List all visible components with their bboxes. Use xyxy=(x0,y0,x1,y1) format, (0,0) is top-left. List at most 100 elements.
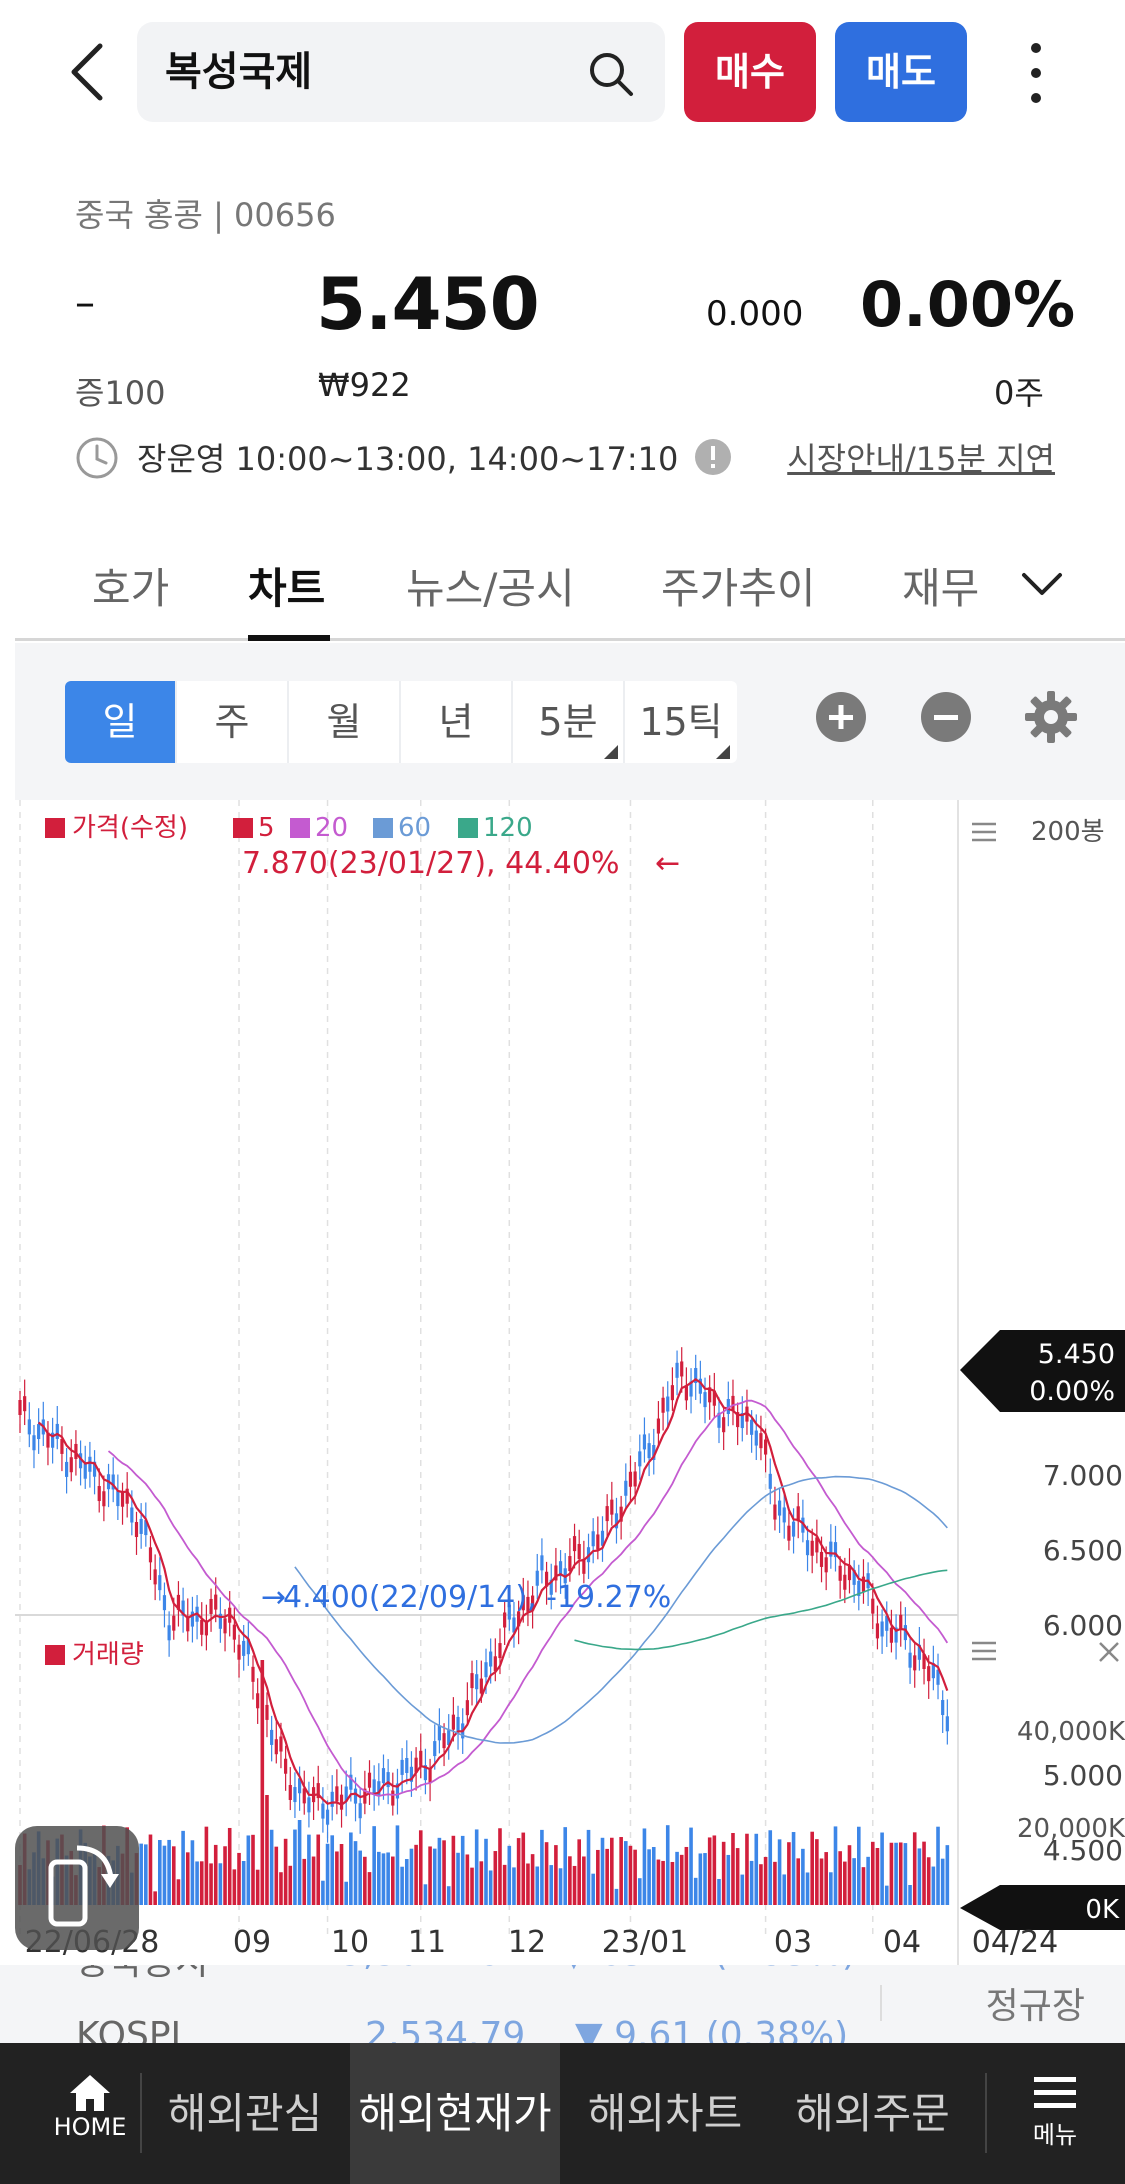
market-hours-row: 장운영 10:00~13:00, 14:00~17:10 시장안내/15분 지연 xyxy=(75,432,1055,482)
legend-ma120: 120 xyxy=(483,813,533,843)
x-axis-label: 11 xyxy=(408,1925,446,1960)
bar-count[interactable]: 200봉 xyxy=(1031,817,1105,847)
rotate-screen-button[interactable] xyxy=(15,1826,139,1950)
bottom-nav: HOME 해외관심 해외현재가 해외차트 해외주문 메뉴 xyxy=(0,2043,1125,2184)
tab-chart[interactable]: 차트 xyxy=(248,564,326,613)
ticker-row1-name: 중국증시 xyxy=(76,1965,208,1985)
ticker-divider xyxy=(880,1985,882,2021)
chart-toolbar: 일 주 월 년 5분 15틱 xyxy=(15,643,1125,800)
x-axis-label: 10 xyxy=(331,1925,369,1960)
trend-indicator: – xyxy=(75,280,95,326)
sell-button[interactable]: 매도 xyxy=(835,22,967,122)
back-button[interactable] xyxy=(62,40,114,104)
hamburger-icon xyxy=(1034,2077,1076,2108)
nav-menu[interactable]: 메뉴 xyxy=(1010,2073,1100,2150)
x-axis-label: 12 xyxy=(508,1925,546,1960)
y-axis-tick: 6.000 xyxy=(1043,1609,1123,1642)
period-month[interactable]: 월 xyxy=(289,681,401,763)
tab-price-trend[interactable]: 주가추이 xyxy=(661,564,816,613)
nav-overseas-watchlist[interactable]: 해외관심 xyxy=(167,2089,323,2138)
period-day[interactable]: 일 xyxy=(65,681,177,763)
gear-icon[interactable] xyxy=(1023,689,1079,745)
rotate-screen-icon xyxy=(48,1845,119,1927)
ticker-row1-change: ▼ 65.77 (1.95%) xyxy=(560,1965,856,1974)
buy-button[interactable]: 매수 xyxy=(684,22,816,122)
x-axis-label: 23/01 xyxy=(602,1925,688,1960)
current-price-tag-pct: 0.00% xyxy=(1029,1376,1115,1407)
legend-price: 가격(수정) xyxy=(72,813,188,843)
market-hours: 장운영 10:00~13:00, 14:00~17:10 xyxy=(137,440,679,478)
current-price-tag-value: 5.450 xyxy=(1038,1339,1115,1370)
market-code: 중국 홍콩 | 00656 xyxy=(75,196,336,234)
nav-home-label: HOME xyxy=(53,2113,127,2141)
tab-financials[interactable]: 재무 xyxy=(902,564,980,613)
market-notice-link[interactable]: 시장안내/15분 지연 xyxy=(787,440,1055,478)
search-value: 복성국제 xyxy=(165,49,313,95)
home-icon xyxy=(70,2075,110,2111)
current-price-tag xyxy=(960,1330,1125,1412)
detail-tabs: 호가 차트 뉴스/공시 주가추이 재무 xyxy=(15,555,1125,641)
stock-chart[interactable]: 가격(수정) 5 20 60 120 7.870(23/01/27), 44.4… xyxy=(15,800,1125,1965)
period-selector: 일 주 월 년 5분 15틱 xyxy=(65,681,737,763)
more-vertical-icon xyxy=(1031,43,1041,103)
nav-menu-label: 메뉴 xyxy=(1032,2121,1078,2149)
trade-volume: 0주 xyxy=(994,374,1044,412)
period-week[interactable]: 주 xyxy=(177,681,289,763)
legend-ma60: 60 xyxy=(398,813,431,843)
clock-icon xyxy=(76,437,118,479)
period-year[interactable]: 년 xyxy=(401,681,513,763)
high-annotation: 7.870(23/01/27), 44.40% xyxy=(242,846,620,881)
search-input[interactable]: 복성국제 xyxy=(137,22,665,122)
ticker-row1-value: 3,301.26 xyxy=(340,1965,500,1974)
tab-orderbook[interactable]: 호가 xyxy=(92,564,170,613)
session-label: 정규장 xyxy=(985,1986,1085,2027)
current-price: 5.450 xyxy=(316,262,540,346)
search-icon[interactable] xyxy=(587,50,635,98)
active-tab-indicator xyxy=(248,635,330,641)
x-axis-label: 09 xyxy=(233,1925,271,1960)
legend-volume: 거래량 xyxy=(72,1640,144,1670)
volume-tick-0k: 0K xyxy=(1085,1895,1120,1925)
price-change-percent: 0.00% xyxy=(860,268,1076,341)
index-ticker[interactable]: 중국증시 3,301.26 ▼ 65.77 (1.95%) KOSPI 2,53… xyxy=(0,1965,1125,2043)
info-icon xyxy=(695,439,731,475)
legend-ma5: 5 xyxy=(258,813,275,843)
won-price: ₩922 xyxy=(318,366,411,404)
nav-divider xyxy=(140,2073,142,2153)
ticker-row2-change: ▼ 9.61 (0.38%) xyxy=(575,2015,849,2043)
volume-tick-20000k: 20,000K xyxy=(1017,1814,1125,1844)
x-axis-label: 03 xyxy=(774,1925,812,1960)
y-axis-tick: 4.500 xyxy=(1043,1834,1123,1867)
price-change: 0.000 xyxy=(706,294,804,334)
dropdown-corner-icon xyxy=(716,745,730,759)
low-arrow: → xyxy=(261,1580,286,1615)
nav-overseas-quote[interactable]: 해외현재가 xyxy=(350,2043,560,2184)
zoom-in-icon[interactable] xyxy=(815,691,867,743)
x-axis-label: 04 xyxy=(883,1925,921,1960)
ticker-row2-value: 2,534.79 xyxy=(365,2015,526,2043)
nav-divider xyxy=(985,2073,987,2153)
ticker-row2-name: KOSPI xyxy=(76,2015,182,2043)
tab-news[interactable]: 뉴스/공시 xyxy=(406,564,575,613)
high-arrow: ← xyxy=(655,846,680,881)
zoom-out-icon[interactable] xyxy=(920,691,972,743)
menu-lines-icon[interactable] xyxy=(972,822,996,842)
margin-rate: 증100 xyxy=(75,374,166,412)
dropdown-corner-icon xyxy=(604,745,618,759)
nav-overseas-chart[interactable]: 해외차트 xyxy=(587,2089,743,2138)
more-menu-button[interactable] xyxy=(1018,38,1054,108)
nav-overseas-order[interactable]: 해외주문 xyxy=(795,2089,950,2138)
chart-canvas[interactable]: 가격(수정) 5 20 60 120 7.870(23/01/27), 44.4… xyxy=(15,800,1125,1965)
volume-tick-40000k: 40,000K xyxy=(1017,1717,1125,1747)
low-annotation: 4.400(22/09/14), -19.27% xyxy=(283,1580,671,1615)
close-icon[interactable] xyxy=(1099,1642,1119,1662)
volume-current-tag xyxy=(960,1885,1125,1930)
period-5min[interactable]: 5분 xyxy=(513,681,625,763)
y-axis-tick: 7.000 xyxy=(1043,1459,1123,1492)
period-15tick[interactable]: 15틱 xyxy=(639,700,723,744)
x-axis-label: 04/24 xyxy=(972,1925,1058,1960)
nav-home[interactable]: HOME xyxy=(40,2073,140,2141)
y-axis-tick: 5.000 xyxy=(1043,1759,1123,1792)
volume-menu-icon[interactable] xyxy=(972,1641,996,1661)
chevron-down-icon[interactable] xyxy=(1020,569,1064,599)
